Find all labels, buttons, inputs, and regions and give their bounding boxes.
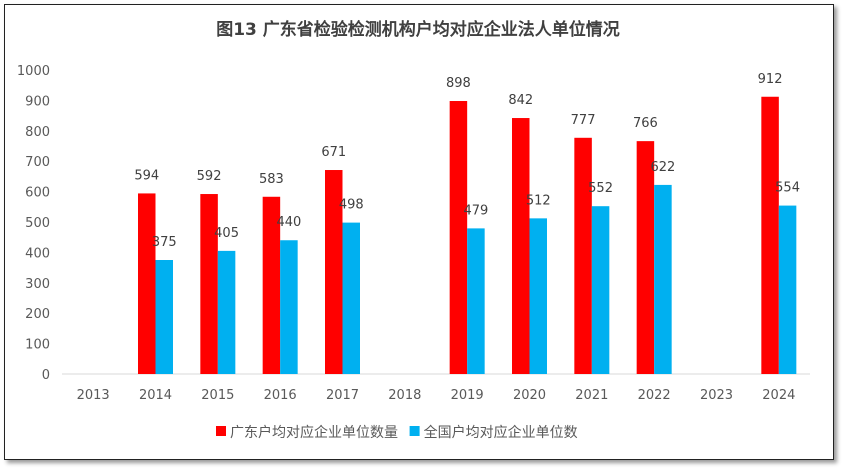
x-tick-label: 2023: [700, 388, 733, 403]
legend-label: 广东户均对应企业单位数量: [230, 424, 398, 441]
x-tick-label: 2021: [575, 388, 608, 403]
bar-national-2020: [529, 218, 547, 374]
bar-national-2024: [778, 205, 797, 374]
data-label: 671: [321, 145, 346, 160]
y-tick-label: 400: [25, 246, 50, 261]
x-tick-label: 2024: [762, 388, 795, 403]
bar-guangdong-2014: [138, 193, 156, 374]
y-tick-label: 800: [25, 125, 50, 140]
data-label: 766: [633, 116, 658, 131]
data-label: 594: [134, 168, 159, 183]
x-tick-label: 2022: [638, 388, 671, 403]
bar-guangdong-2021: [574, 137, 592, 374]
y-tick-label: 0: [42, 368, 50, 383]
data-label: 622: [651, 160, 676, 175]
data-label: 375: [152, 235, 177, 250]
data-label: 912: [758, 72, 783, 87]
x-tick-label: 2020: [513, 388, 546, 403]
bar-guangdong-2020: [512, 118, 530, 374]
legend-swatch: [216, 426, 226, 436]
y-tick-label: 100: [25, 338, 50, 353]
bar-national-2015: [217, 250, 236, 374]
bar-national-2017: [342, 222, 360, 374]
x-tick-label: 2019: [451, 388, 484, 403]
y-tick-label: 700: [25, 155, 50, 170]
y-tick-label: 900: [25, 94, 50, 109]
y-tick-label: 500: [25, 216, 50, 231]
y-tick-label: 200: [25, 307, 50, 322]
bar-national-2021: [591, 206, 610, 374]
data-label: 479: [464, 203, 489, 218]
bar-national-2014: [155, 260, 173, 374]
x-tick-label: 2015: [201, 388, 234, 403]
bar-guangdong-2024: [761, 96, 779, 374]
bar-national-2022: [654, 184, 672, 374]
data-label: 777: [571, 113, 596, 128]
bar-guangdong-2015: [200, 194, 218, 374]
data-label: 440: [277, 215, 302, 230]
data-label: 592: [197, 169, 222, 184]
bar-guangdong-2022: [636, 141, 655, 374]
legend-swatch: [409, 426, 420, 436]
legend-label: 全国户均对应企业单位数: [424, 424, 578, 441]
y-tick-label: 1000: [17, 64, 50, 79]
data-label: 554: [775, 181, 800, 196]
data-label: 498: [339, 198, 364, 213]
data-label: 552: [588, 181, 613, 196]
bar-national-2019: [467, 228, 485, 374]
data-label: 405: [214, 226, 239, 241]
x-tick-label: 2014: [139, 388, 172, 403]
bar-guangdong-2019: [449, 101, 468, 375]
x-tick-label: 2018: [388, 388, 421, 403]
bar-national-2016: [280, 240, 298, 374]
y-tick-label: 300: [25, 277, 50, 292]
x-tick-label: 2016: [264, 388, 297, 403]
data-label: 512: [526, 193, 551, 208]
y-tick-label: 600: [25, 186, 50, 201]
x-tick-label: 2017: [326, 388, 359, 403]
bar-guangdong-2016: [262, 196, 281, 374]
data-label: 842: [508, 93, 533, 108]
bar-guangdong-2017: [325, 170, 343, 374]
data-label: 898: [446, 76, 471, 91]
x-tick-label: 2013: [77, 388, 110, 403]
data-label: 583: [259, 172, 284, 187]
chart-title: 图13 广东省检验检测机构户均对应企业法人单位情况: [216, 19, 620, 40]
